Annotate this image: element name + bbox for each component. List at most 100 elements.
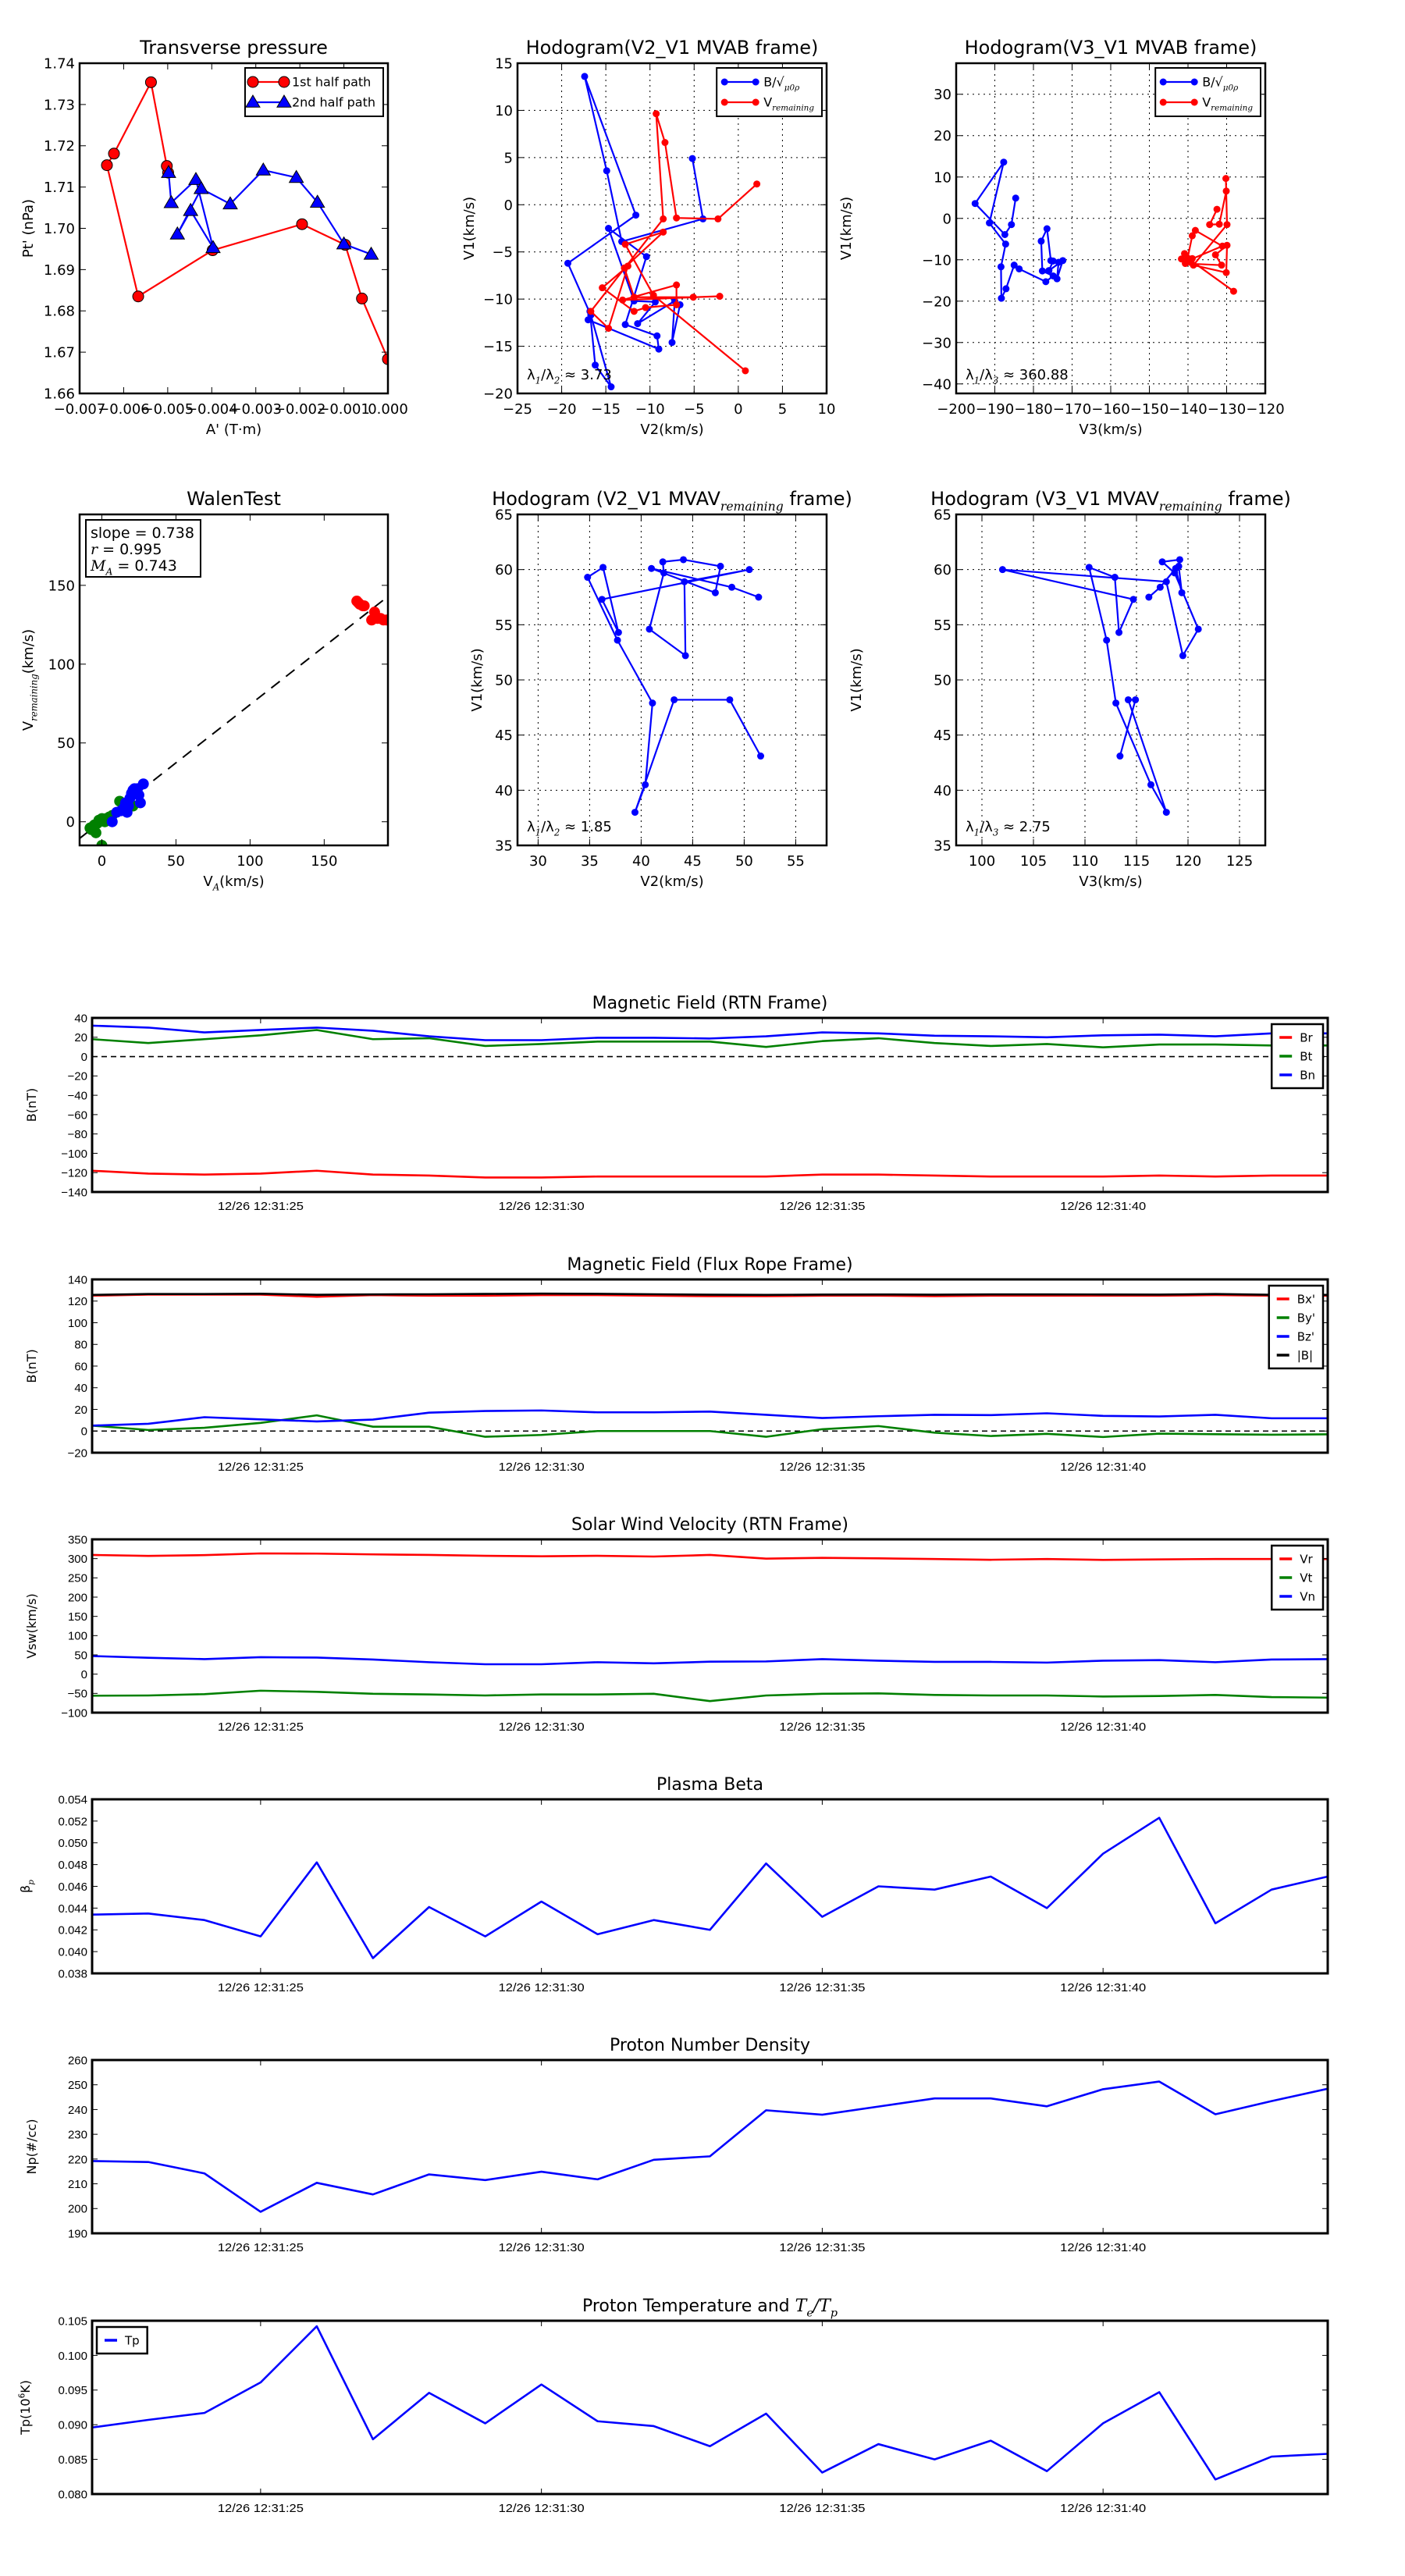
y-tick-label: 0.090: [58, 2419, 87, 2432]
v-remaining-point: [1111, 574, 1119, 582]
legend: Tp: [95, 2325, 148, 2355]
y-axis-label: Vremaining(km/s): [20, 629, 39, 731]
y-tick-label: 20: [934, 128, 951, 144]
legend-item-bn: Bn: [1279, 1068, 1315, 1082]
v-remaining-point: [755, 593, 763, 601]
y-tick-label: 1.69: [44, 262, 75, 279]
legend-label: Tp: [124, 2333, 140, 2347]
legend: Br Bt Bn: [1270, 1023, 1325, 1090]
v-remaining-point: [711, 589, 719, 596]
axes-frame: [91, 2319, 1329, 2496]
x-tick-label: 12/26 12:31:30: [499, 2502, 585, 2515]
group-red-point: [381, 614, 388, 626]
v-remaining-point: [614, 628, 622, 636]
b-alfven-point: [1045, 267, 1053, 275]
v-remaining-point: [631, 809, 638, 817]
b-alfven-point: [652, 298, 660, 306]
v-remaining-point: [1215, 220, 1223, 228]
x-tick-label: 0: [98, 853, 106, 870]
solar-wind-velocity-chart: 12/26 12:31:25 12/26 12:31:30 12/26 12:31:…: [24, 1515, 1329, 1734]
series-tp: [92, 2325, 1328, 2481]
legend-label: 2nd half path: [292, 95, 375, 110]
y-axis-label: V1(km/s): [838, 197, 855, 260]
hodogram-v3-v1-mvav-chart: 100 105 110 115 120 125 35 40 45 50 55 60 65Hodogram…: [848, 488, 1291, 890]
x-tick-label: −190: [976, 401, 1014, 418]
x-tick-label: −0.002: [274, 401, 326, 418]
v-remaining-point: [587, 308, 595, 315]
x-tick-label: 0.000: [368, 401, 408, 418]
legend-label: Vt: [1300, 1571, 1312, 1585]
plot-area: [92, 1552, 1328, 1703]
v-remaining-point: [599, 564, 607, 571]
y-tick-label: 60: [934, 562, 951, 578]
y-tick-label: 0.100: [58, 2350, 87, 2363]
legend-marker: [276, 94, 292, 108]
b-alfven-point: [1055, 258, 1062, 266]
bz-prime-line: [92, 1409, 1328, 1427]
legend-label: Br: [1300, 1030, 1313, 1044]
legend-label: Bn: [1300, 1068, 1315, 1082]
legend-item-v-remaining: Vremaining: [720, 95, 814, 112]
2nd-half-path-point: [309, 194, 325, 208]
x-tick-label: −130: [1208, 401, 1246, 418]
chart-title: Hodogram(V2_V1 MVAB frame): [526, 37, 819, 59]
1st-half-path-point: [101, 159, 113, 172]
y-tick-label: 10: [495, 103, 513, 119]
chart-title: Hodogram (V2_V1 MVAVremaining frame): [492, 488, 852, 514]
y-tick-label: 190: [68, 2227, 87, 2240]
v-remaining-line: [1001, 558, 1200, 813]
x-tick-label: 12/26 12:31:25: [218, 1200, 304, 1213]
eigenvalue-ratio-annotation: λ1/λ3 ≈ 2.75: [966, 819, 1051, 838]
v-remaining-point: [661, 139, 669, 147]
x-tick-label: 105: [1020, 853, 1047, 870]
x-tick-label: 12/26 12:31:25: [218, 2502, 304, 2515]
b-alfven-point: [603, 167, 610, 175]
vn-line: [92, 1655, 1328, 1666]
x-tick-label: 10: [818, 401, 836, 418]
x-tick-label: 12/26 12:31:25: [218, 1461, 304, 1474]
b-alfven-point: [1038, 267, 1046, 275]
y-tick-label: 0.095: [58, 2384, 87, 2397]
y-axis-label: βp: [18, 1880, 36, 1893]
series-bt: [92, 1029, 1328, 1048]
axes-frame: [91, 1538, 1329, 1714]
2nd-half-path-point: [163, 194, 180, 208]
legend-marker: [245, 94, 261, 108]
b-alfven-line: [567, 75, 704, 388]
v-remaining-point: [605, 325, 613, 333]
b-alfven-point: [1001, 240, 1009, 248]
v-remaining-point: [670, 696, 678, 703]
b-alfven-point: [1010, 262, 1018, 269]
legend: B/√μ0ρ Vremaining: [1154, 67, 1261, 117]
b-alfven-point: [605, 225, 613, 232]
y-tick-label: 1.71: [44, 180, 75, 196]
y-tick-label: 15: [495, 55, 513, 72]
2nd-half-path-point: [222, 196, 238, 210]
legend-item-bz-prime: Bz': [1276, 1329, 1314, 1343]
b-alfven-point: [642, 253, 650, 261]
v-remaining-point: [681, 652, 689, 660]
v-remaining-point: [649, 291, 657, 299]
y-tick-label: 1.67: [44, 345, 75, 361]
series-np: [92, 2080, 1328, 2213]
v-remaining-point: [660, 569, 667, 577]
y-tick-label: 45: [495, 728, 513, 744]
y-tick-label: 250: [68, 2079, 87, 2092]
legend-marker: [1190, 78, 1198, 86]
eigenvalue-ratio-annotation: λ1/λ2 ≈ 3.73: [527, 367, 612, 386]
y-tick-label: 40: [74, 1012, 87, 1025]
y-tick-label: −100: [61, 1706, 87, 1720]
group-red-point: [358, 600, 370, 612]
y-tick-label: 0.048: [58, 1859, 87, 1872]
y-tick-label: −40: [922, 376, 951, 393]
v-remaining-point: [1085, 564, 1093, 571]
y-tick-label: 200: [68, 2203, 87, 2216]
plot-area: [92, 1816, 1328, 1959]
y-tick-label: 210: [68, 2178, 87, 2191]
eigenvalue-ratio-annotation: λ1/λ3 ≈ 360.88: [966, 367, 1069, 386]
plot-area: [956, 63, 1265, 393]
v-remaining-point: [1124, 696, 1132, 703]
v-remaining-point: [1158, 558, 1166, 566]
b-alfven-point: [592, 361, 599, 369]
